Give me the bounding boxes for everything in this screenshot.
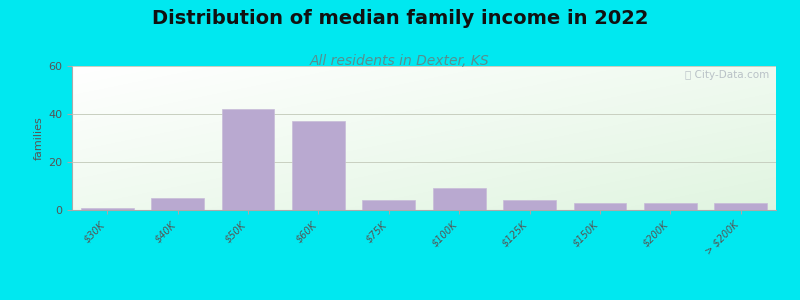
Bar: [81, 208, 134, 210]
Bar: [292, 121, 345, 210]
Bar: [433, 188, 486, 210]
Text: All residents in Dexter, KS: All residents in Dexter, KS: [310, 54, 490, 68]
Bar: [714, 203, 767, 210]
Bar: [644, 203, 697, 210]
Y-axis label: families: families: [34, 116, 44, 160]
Text: ⓘ City-Data.com: ⓘ City-Data.com: [685, 70, 769, 80]
Bar: [151, 198, 204, 210]
Text: Distribution of median family income in 2022: Distribution of median family income in …: [152, 9, 648, 28]
Bar: [222, 109, 274, 210]
Bar: [574, 203, 626, 210]
Bar: [503, 200, 556, 210]
Bar: [362, 200, 415, 210]
